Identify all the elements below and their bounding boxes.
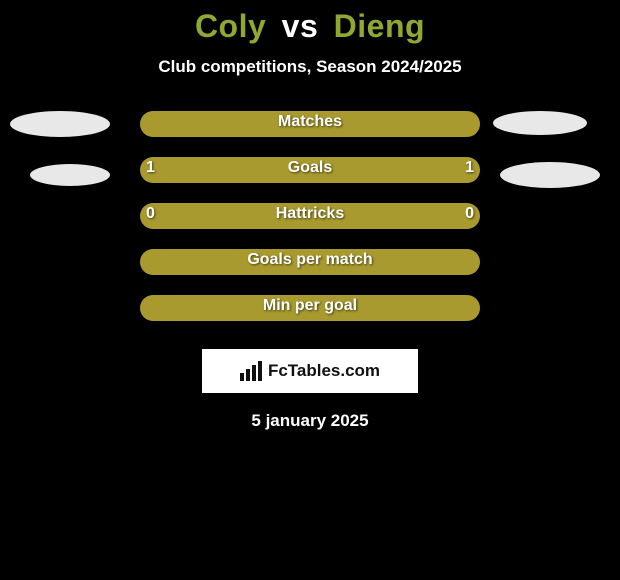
stat-value-right: 0 xyxy=(465,205,474,223)
stat-label: Goals xyxy=(140,159,480,177)
subtitle: Club competitions, Season 2024/2025 xyxy=(0,57,620,77)
stat-value-left: 0 xyxy=(146,205,155,223)
stat-value-left: 1 xyxy=(146,159,155,177)
stat-bar: Goals1 1 xyxy=(140,157,480,183)
decorative-ellipse xyxy=(500,162,600,188)
decorative-ellipse xyxy=(10,111,110,137)
stat-label: Min per goal xyxy=(140,297,480,315)
stat-label: Hattricks xyxy=(140,205,480,223)
stat-row: Goals per match xyxy=(0,249,620,295)
comparison-title: Coly vs Dieng xyxy=(0,0,620,45)
stat-bar: Goals per match xyxy=(140,249,480,275)
stat-bar: Hattricks0 0 xyxy=(140,203,480,229)
stat-row: Hattricks0 0 xyxy=(0,203,620,249)
logo-text: FcTables.com xyxy=(268,361,380,381)
bar-chart-icon xyxy=(240,361,262,381)
stat-bar: Min per goal xyxy=(140,295,480,321)
source-logo: FcTables.com xyxy=(202,349,418,393)
stat-bar: Matches xyxy=(140,111,480,137)
stat-label: Matches xyxy=(140,113,480,131)
player2-name: Dieng xyxy=(334,8,425,44)
player1-name: Coly xyxy=(195,8,266,44)
stat-value-right: 1 xyxy=(465,159,474,177)
decorative-ellipse xyxy=(493,111,587,135)
date-text: 5 january 2025 xyxy=(0,411,620,431)
vs-text: vs xyxy=(282,8,319,44)
stat-label: Goals per match xyxy=(140,251,480,269)
decorative-ellipse xyxy=(30,164,110,186)
chart-area: Matches Goals1 1 Hattricks0 0 Goals per match… xyxy=(0,111,620,341)
stat-row: Min per goal xyxy=(0,295,620,341)
